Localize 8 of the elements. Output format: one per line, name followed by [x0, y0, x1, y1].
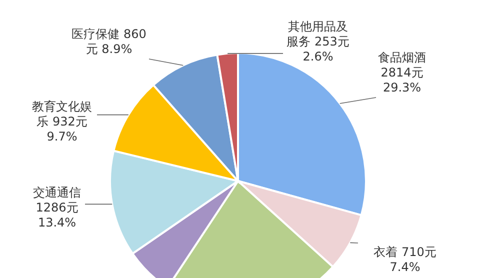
slice-label: 医疗保健 860元 8.9%: [71, 27, 147, 57]
slice-label: 食品烟酒: [378, 50, 426, 64]
slice-label: 教育文化娱乐 932元 9.7%: [31, 100, 93, 144]
slice-label: 其他用品及服务 253元 2.6%: [286, 20, 350, 64]
data-label: 2814元 29.3%: [380, 66, 424, 94]
slice-label: 衣着 710元 7.4%: [372, 245, 438, 275]
data-label: 1286元 13.4%: [36, 200, 78, 230]
slice-label: 交通通信: [33, 186, 81, 200]
